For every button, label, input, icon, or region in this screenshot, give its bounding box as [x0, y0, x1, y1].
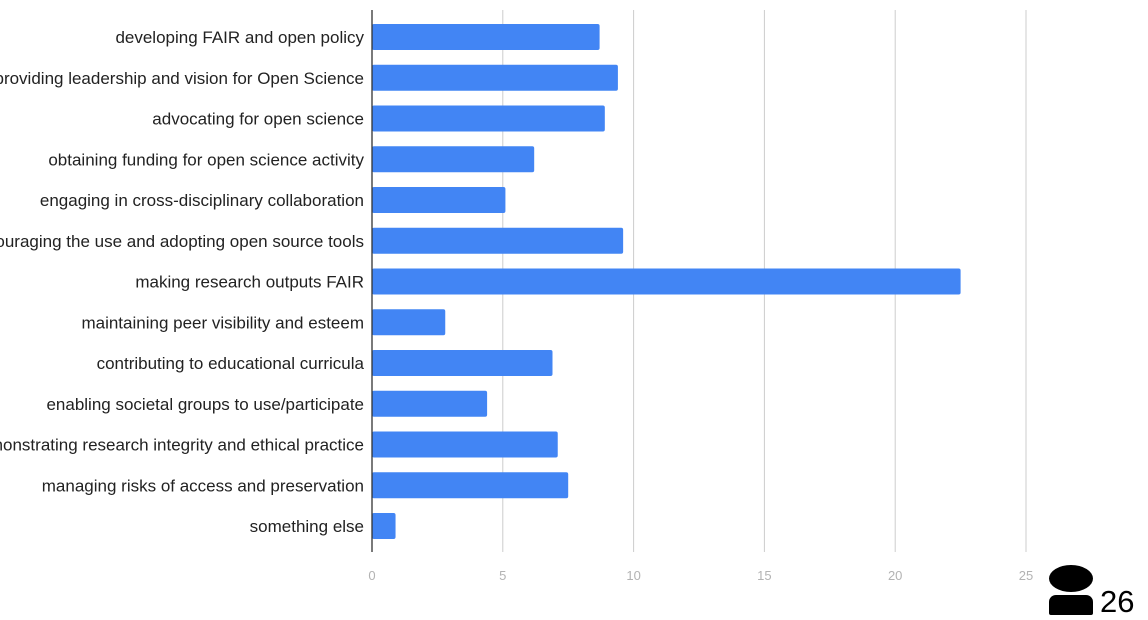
bar [372, 472, 569, 499]
person-body [1049, 595, 1093, 615]
x-tick-label: 0 [368, 568, 375, 583]
bar [372, 268, 961, 295]
category-label: maintaining peer visibility and esteem [81, 313, 364, 332]
bar [372, 390, 488, 417]
x-tick-label: 10 [626, 568, 640, 583]
category-labels: developing FAIR and open policy providing… [0, 28, 365, 536]
bar [372, 350, 553, 376]
category-label: demonstrating research integrity and eth… [0, 436, 364, 455]
category-label: advocating for open science [152, 110, 364, 129]
bars [372, 24, 961, 539]
bar [372, 431, 558, 458]
category-label: encouraging the use and adopting open so… [0, 232, 364, 251]
category-label: enabling societal groups to use/particip… [46, 395, 364, 414]
x-axis-ticks: 0 5 10 15 20 25 [368, 568, 1033, 583]
bar [372, 513, 396, 539]
category-label: making research outputs FAIR [135, 273, 364, 292]
respondent-count: 26 [1100, 584, 1135, 619]
bar [372, 146, 535, 173]
category-label: engaging in cross-disciplinary collabora… [40, 191, 364, 210]
x-tick-label: 25 [1019, 568, 1033, 583]
bar [372, 187, 506, 213]
bar [372, 309, 446, 336]
x-tick-label: 5 [499, 568, 506, 583]
category-label: contributing to educational curricula [97, 354, 365, 373]
category-label: managing risks of access and preservatio… [42, 476, 364, 495]
bar [372, 105, 605, 132]
category-label: obtaining funding for open science activ… [48, 150, 364, 169]
bar [372, 64, 618, 91]
x-tick-label: 20 [888, 568, 902, 583]
category-label: developing FAIR and open policy [115, 28, 364, 47]
bar [372, 227, 624, 254]
x-tick-label: 15 [757, 568, 771, 583]
category-label: providing leadership and vision for Open… [0, 69, 364, 88]
bar [372, 24, 600, 50]
person-icon [1049, 565, 1093, 615]
category-label: something else [250, 517, 364, 536]
person-head [1049, 565, 1093, 592]
